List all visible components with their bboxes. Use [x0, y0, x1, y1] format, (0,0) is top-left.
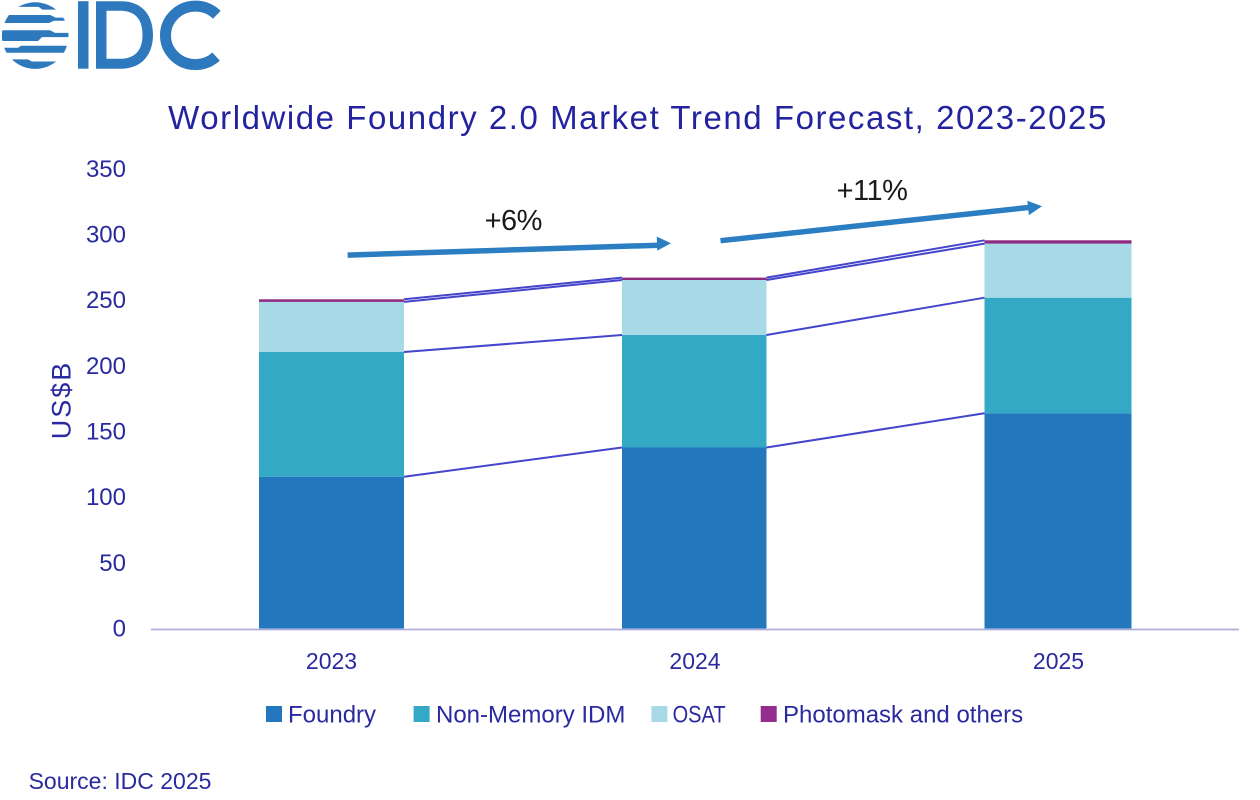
svg-text:+11%: +11% — [837, 175, 908, 207]
svg-text:100: 100 — [86, 484, 126, 511]
svg-text:300: 300 — [86, 222, 126, 249]
svg-text:Non-Memory IDM: Non-Memory IDM — [436, 702, 625, 729]
svg-text:50: 50 — [99, 550, 126, 577]
svg-text:Photomask and others: Photomask and others — [783, 702, 1023, 729]
svg-text:OSAT: OSAT — [673, 702, 726, 729]
svg-text:150: 150 — [86, 419, 126, 446]
svg-text:250: 250 — [86, 287, 126, 314]
svg-text:2025: 2025 — [1033, 648, 1084, 674]
svg-text:2023: 2023 — [306, 648, 357, 674]
svg-text:Foundry: Foundry — [288, 702, 376, 729]
svg-text:350: 350 — [86, 156, 126, 183]
svg-text:Source: IDC 2025: Source: IDC 2025 — [29, 768, 212, 794]
svg-text:200: 200 — [86, 353, 126, 380]
svg-text:Worldwide Foundry 2.0 Market T: Worldwide Foundry 2.0 Market Trend Forec… — [168, 99, 1108, 136]
svg-text:+6%: +6% — [485, 205, 542, 237]
svg-text:0: 0 — [113, 615, 126, 642]
svg-text:US$B: US$B — [47, 361, 77, 440]
svg-text:2024: 2024 — [669, 648, 720, 674]
